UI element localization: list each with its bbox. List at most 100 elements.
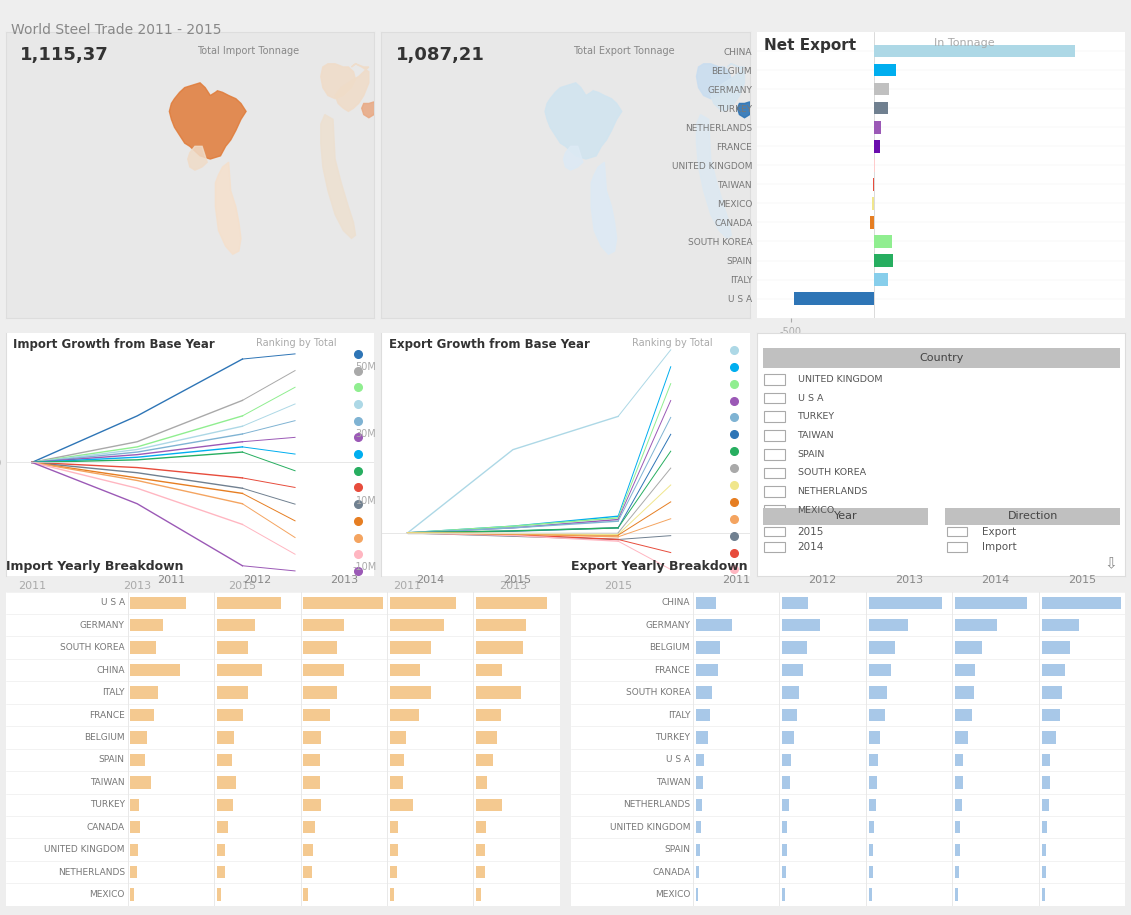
Text: GERMANY: GERMANY xyxy=(80,620,124,630)
Text: ITALY: ITALY xyxy=(102,688,124,697)
Text: SOUTH KOREA: SOUTH KOREA xyxy=(60,643,124,652)
Bar xyxy=(765,527,785,536)
Bar xyxy=(130,821,140,834)
Bar xyxy=(1042,776,1051,789)
Polygon shape xyxy=(335,64,369,112)
Bar xyxy=(956,731,968,744)
Bar xyxy=(217,619,254,631)
Polygon shape xyxy=(737,102,752,118)
Bar xyxy=(765,542,785,552)
Bar xyxy=(476,799,502,811)
Text: Import Growth from Base Year: Import Growth from Base Year xyxy=(14,338,215,351)
Text: Import Yearly Breakdown: Import Yearly Breakdown xyxy=(6,560,183,573)
Text: 2011: 2011 xyxy=(723,576,750,586)
Bar xyxy=(696,597,716,609)
Bar xyxy=(476,888,481,900)
Text: World Steel Trade 2011 - 2015: World Steel Trade 2011 - 2015 xyxy=(11,23,222,37)
Text: Ranking by Total: Ranking by Total xyxy=(632,338,713,348)
Bar xyxy=(956,844,959,856)
Bar xyxy=(870,216,874,229)
Text: Total Export Tonnage: Total Export Tonnage xyxy=(573,47,674,57)
Bar xyxy=(956,641,982,654)
Bar xyxy=(765,374,785,384)
Bar xyxy=(303,821,314,834)
Text: 1,115,37: 1,115,37 xyxy=(20,47,109,64)
Text: TURKEY: TURKEY xyxy=(655,733,690,742)
Bar xyxy=(783,641,806,654)
Bar xyxy=(1042,641,1070,654)
Bar xyxy=(869,888,872,900)
Text: Direction: Direction xyxy=(1008,511,1059,522)
Bar xyxy=(217,776,235,789)
Bar xyxy=(217,709,243,721)
Bar xyxy=(783,866,786,878)
Bar xyxy=(956,619,996,631)
Bar xyxy=(762,508,929,525)
Text: 2015: 2015 xyxy=(797,527,823,536)
Text: MEXICO: MEXICO xyxy=(797,506,835,515)
Text: 2014: 2014 xyxy=(797,542,823,552)
Text: UNITED KINGDOM: UNITED KINGDOM xyxy=(797,375,882,384)
Text: 2012: 2012 xyxy=(243,576,271,586)
Bar xyxy=(130,844,138,856)
Bar xyxy=(956,664,975,676)
Text: SOUTH KOREA: SOUTH KOREA xyxy=(625,688,690,697)
Text: 2012: 2012 xyxy=(809,576,837,586)
Bar xyxy=(1042,888,1045,900)
Bar xyxy=(390,597,457,609)
Bar xyxy=(390,754,405,766)
Bar xyxy=(874,254,892,266)
Text: CANADA: CANADA xyxy=(653,867,690,877)
Text: 1,087,21: 1,087,21 xyxy=(396,47,485,64)
Polygon shape xyxy=(545,83,622,159)
Bar xyxy=(1042,664,1064,676)
Bar xyxy=(765,393,785,404)
Bar xyxy=(1042,686,1062,699)
Bar xyxy=(874,45,1076,58)
Bar xyxy=(390,619,443,631)
Text: GERMANY: GERMANY xyxy=(646,620,690,630)
Bar xyxy=(762,348,1120,369)
Text: FRANCE: FRANCE xyxy=(89,711,124,719)
Bar xyxy=(765,505,785,516)
Text: 2014: 2014 xyxy=(982,576,1010,586)
Text: U S A: U S A xyxy=(666,756,690,764)
Bar xyxy=(1042,731,1055,744)
Bar xyxy=(303,844,313,856)
Bar xyxy=(956,799,962,811)
Bar xyxy=(1042,619,1079,631)
Bar xyxy=(130,776,152,789)
Text: Total Import Tonnage: Total Import Tonnage xyxy=(197,47,300,57)
Bar xyxy=(956,597,1027,609)
Polygon shape xyxy=(215,162,241,254)
Bar xyxy=(696,844,700,856)
Bar xyxy=(874,235,892,248)
Bar xyxy=(1042,597,1121,609)
Bar xyxy=(303,709,330,721)
Text: SPAIN: SPAIN xyxy=(664,845,690,855)
Bar xyxy=(956,821,960,834)
Text: Ranking by Total: Ranking by Total xyxy=(256,338,337,348)
Bar xyxy=(390,821,398,834)
Polygon shape xyxy=(170,83,247,159)
Bar xyxy=(874,274,888,285)
Bar xyxy=(869,754,879,766)
Bar xyxy=(390,776,403,789)
Bar xyxy=(130,799,139,811)
Bar xyxy=(696,619,732,631)
Text: Export: Export xyxy=(982,527,1016,536)
Text: 2014: 2014 xyxy=(416,576,444,586)
Bar xyxy=(1042,866,1046,878)
Bar xyxy=(303,888,309,900)
Bar xyxy=(390,664,420,676)
Text: NETHERLANDS: NETHERLANDS xyxy=(623,801,690,810)
Bar xyxy=(696,866,699,878)
Bar xyxy=(783,597,808,609)
Bar xyxy=(130,619,163,631)
Bar xyxy=(217,888,222,900)
Bar xyxy=(956,776,964,789)
Text: FRANCE: FRANCE xyxy=(655,665,690,674)
Text: Import: Import xyxy=(982,542,1017,552)
Bar xyxy=(765,486,785,497)
Text: 2015: 2015 xyxy=(1068,576,1096,586)
